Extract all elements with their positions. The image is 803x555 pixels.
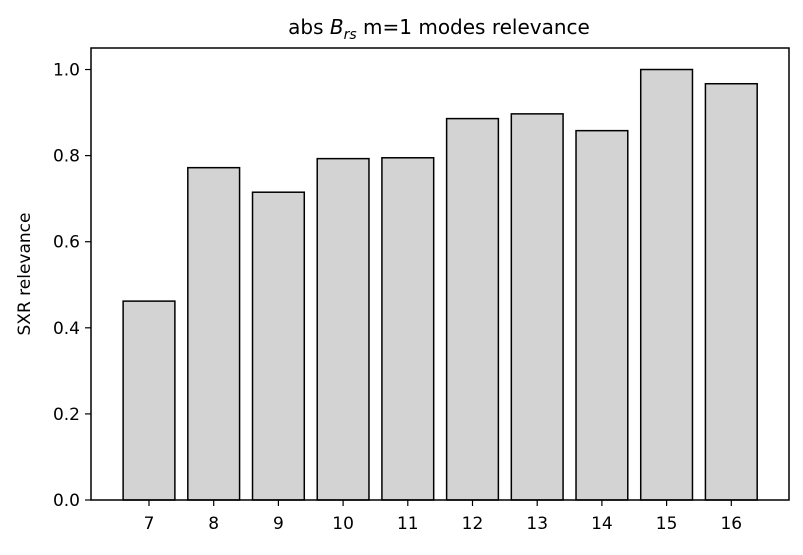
x-tick-label-13: 13 (526, 514, 548, 534)
x-tick-label-14: 14 (591, 514, 613, 534)
x-tick-label-9: 9 (273, 514, 284, 534)
y-tick-label-5: 1.0 (53, 61, 80, 81)
bar-12 (447, 119, 499, 500)
bar-14 (576, 131, 628, 500)
bar-11 (382, 158, 434, 500)
x-tick-label-8: 8 (208, 514, 219, 534)
bar-16 (705, 84, 757, 500)
y-tick-label-0: 0.0 (53, 491, 80, 511)
x-tick-label-12: 12 (462, 514, 484, 534)
x-tick-label-11: 11 (397, 514, 419, 534)
x-tick-label-10: 10 (332, 514, 354, 534)
y-tick-label-1: 0.2 (53, 405, 80, 425)
x-tick-label-15: 15 (656, 514, 678, 534)
bar-7 (123, 301, 175, 500)
bar-15 (641, 70, 693, 500)
y-tick-label-4: 0.8 (53, 147, 80, 167)
x-tick-label-16: 16 (720, 514, 742, 534)
x-tick-label-7: 7 (144, 514, 155, 534)
chart-title: abs Brs m=1 modes relevance (288, 15, 590, 43)
y-axis-label: SXR relevance (15, 213, 35, 336)
bar-8 (188, 168, 240, 500)
y-tick-label-3: 0.6 (53, 233, 80, 253)
y-tick-label-2: 0.4 (53, 319, 80, 339)
bar-9 (253, 192, 305, 500)
bar-10 (317, 159, 369, 500)
bar-13 (511, 114, 563, 500)
